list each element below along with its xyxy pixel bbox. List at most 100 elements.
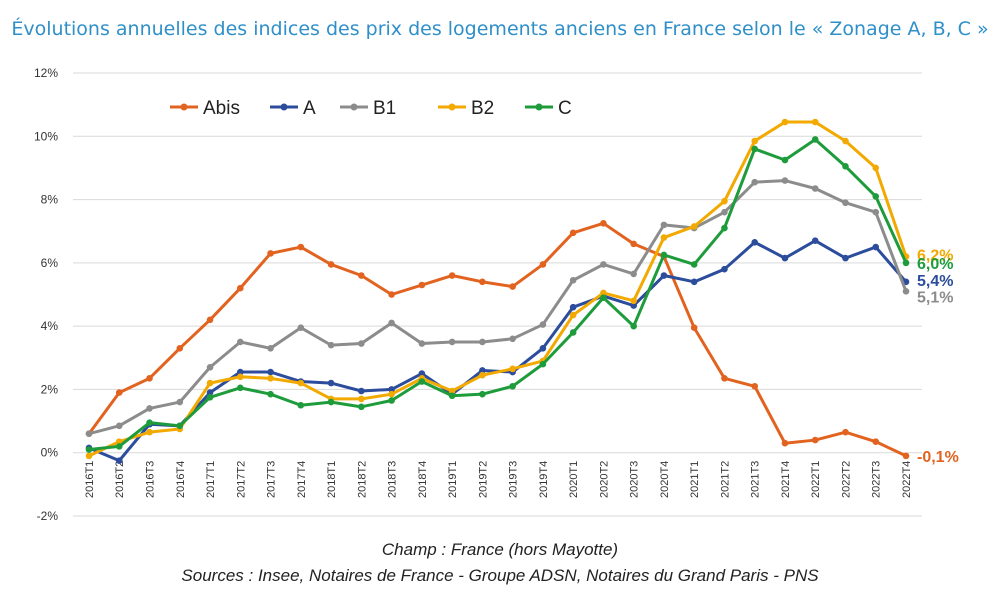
data-point-a xyxy=(418,370,426,377)
data-point-abis xyxy=(569,229,577,237)
data-point-abis xyxy=(176,344,184,352)
series-line-abis xyxy=(87,221,907,458)
data-point-b1 xyxy=(115,422,123,430)
y-tick-label: 4% xyxy=(41,319,59,333)
data-point-c xyxy=(297,401,305,409)
data-point-a xyxy=(872,243,880,251)
legend-label-b1: B1 xyxy=(373,98,396,119)
scope-note: Champ : France (hors Mayotte) xyxy=(381,540,619,559)
data-point-a xyxy=(236,368,244,376)
data-point-b1 xyxy=(236,338,244,346)
grid-lines xyxy=(73,72,922,517)
series-line-b1 xyxy=(88,179,908,436)
x-tick-label: 2017T1 xyxy=(205,461,217,498)
legend-label-c: C xyxy=(558,98,572,119)
data-point-b1 xyxy=(600,261,607,268)
data-point-b1 xyxy=(327,341,335,349)
data-point-abis xyxy=(721,375,728,382)
data-point-abis xyxy=(236,284,244,292)
data-point-b1 xyxy=(872,208,880,216)
y-tick-label: 2% xyxy=(41,382,59,396)
data-point-b1 xyxy=(85,430,93,438)
data-point-c xyxy=(872,193,880,200)
data-point-abis xyxy=(448,272,456,279)
data-point-b1 xyxy=(418,340,426,347)
legend-label-b2: B2 xyxy=(471,98,494,119)
data-point-b1 xyxy=(569,276,577,284)
data-point-c xyxy=(236,384,244,392)
data-point-b1 xyxy=(388,319,395,327)
x-tick-label: 2018T3 xyxy=(387,461,399,498)
data-point-abis xyxy=(539,261,547,268)
data-point-a xyxy=(539,344,547,352)
data-point-c xyxy=(479,390,486,398)
data-point-abis xyxy=(479,278,486,286)
data-point-abis xyxy=(358,272,365,279)
data-point-b2 xyxy=(660,234,668,241)
data-point-a xyxy=(781,254,789,262)
data-point-b1 xyxy=(781,177,789,184)
data-point-b1 xyxy=(146,405,153,412)
data-point-abis xyxy=(418,281,426,289)
x-tick-label: 2021T3 xyxy=(750,461,762,498)
data-point-abis xyxy=(146,375,153,382)
data-point-c xyxy=(448,392,456,400)
data-point-a xyxy=(358,387,365,395)
x-tick-label: 2021T2 xyxy=(719,461,731,498)
data-point-c xyxy=(660,251,668,259)
end-label-c: 6,0% xyxy=(917,256,953,273)
data-point-b1 xyxy=(297,324,305,332)
end-label-b1: 5,1% xyxy=(917,289,953,306)
x-tick-label: 2016T1 xyxy=(84,461,96,498)
data-point-b2 xyxy=(690,223,698,230)
data-point-abis xyxy=(600,220,607,227)
data-point-a xyxy=(721,265,728,273)
data-point-c xyxy=(539,360,547,368)
data-point-c xyxy=(388,397,395,404)
data-point-c xyxy=(509,382,516,390)
y-tick-label: -2% xyxy=(37,509,59,523)
x-tick-label: 2018T1 xyxy=(326,461,338,498)
x-tick-label: 2022T3 xyxy=(871,461,883,498)
chart-title: Évolutions annuelles des indices des pri… xyxy=(11,18,989,40)
legend-marker-b2 xyxy=(448,103,456,111)
data-point-b2 xyxy=(721,197,728,205)
data-point-a xyxy=(842,254,849,262)
data-point-b1 xyxy=(630,270,637,278)
data-point-b1 xyxy=(267,344,274,352)
data-point-b2 xyxy=(751,137,759,145)
end-labels: -0,1% 5,4%5,1% 6,2%6,0% xyxy=(917,248,959,466)
data-point-c xyxy=(267,390,274,398)
data-point-a xyxy=(115,457,123,464)
data-point-b2 xyxy=(872,164,880,172)
x-tick-label: 2016T4 xyxy=(175,461,187,498)
data-point-b1 xyxy=(206,363,214,371)
data-point-a xyxy=(630,302,637,309)
data-point-b2 xyxy=(206,379,214,387)
data-point-a xyxy=(267,368,274,376)
series-line-c xyxy=(88,137,908,452)
legend-marker-c xyxy=(535,103,543,111)
data-point-abis xyxy=(630,240,637,248)
data-point-b2 xyxy=(267,375,274,382)
data-point-abis xyxy=(297,243,305,251)
data-point-abis xyxy=(509,283,516,290)
data-point-b2 xyxy=(297,379,305,387)
end-label-b2: 6,2% xyxy=(917,248,953,265)
series-lines xyxy=(85,118,910,464)
data-point-b2 xyxy=(146,428,153,436)
data-point-c xyxy=(327,398,335,406)
data-point-b2 xyxy=(85,452,93,460)
data-point-abis xyxy=(327,261,335,268)
x-tick-label: 2017T2 xyxy=(235,461,247,498)
data-point-c xyxy=(115,443,123,450)
data-point-c xyxy=(721,224,728,232)
data-point-c xyxy=(146,419,153,426)
data-point-b1 xyxy=(811,185,819,192)
data-point-a xyxy=(811,237,819,245)
series-line-b2 xyxy=(88,120,908,458)
data-point-a xyxy=(327,379,335,387)
x-tick-label: 2019T4 xyxy=(538,461,550,498)
data-point-abis xyxy=(690,324,698,332)
data-point-b2 xyxy=(569,311,577,319)
